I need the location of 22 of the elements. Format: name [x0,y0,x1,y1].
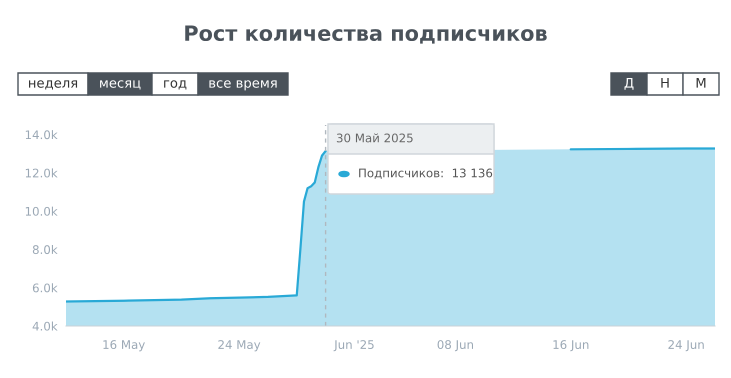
chart-title: Рост количества подписчиков [185,26,547,44]
text: Д [624,78,634,90]
y-tick-label: 6.0k [32,283,58,292]
annotation: 30 Май 2025 [336,133,413,142]
y-tick-label: 10.0k [26,206,58,216]
text: все время [209,80,277,90]
x-tick-label: 24 Jun [668,340,704,352]
x-tick-label: 16 May [103,340,145,352]
y-tick-label: 4.0k [32,322,58,331]
text: Н [661,78,669,88]
text: год [164,80,186,90]
x-tick-label: 08 Jun [438,340,474,352]
y-tick-label: 12.0k [26,168,58,178]
text: неделя [29,80,78,90]
y-tick-label: 8.0k [32,244,58,254]
x-tick-label: Jun '25 [334,340,374,352]
annotation: Подписчиков: 13 136 [359,168,492,179]
text: М [696,78,706,88]
x-tick-label: 24 May [218,340,260,352]
text: месяц [100,80,141,90]
y-tick-label: 14.0k [26,130,58,140]
x-tick-label: 16 Jun [553,340,588,352]
